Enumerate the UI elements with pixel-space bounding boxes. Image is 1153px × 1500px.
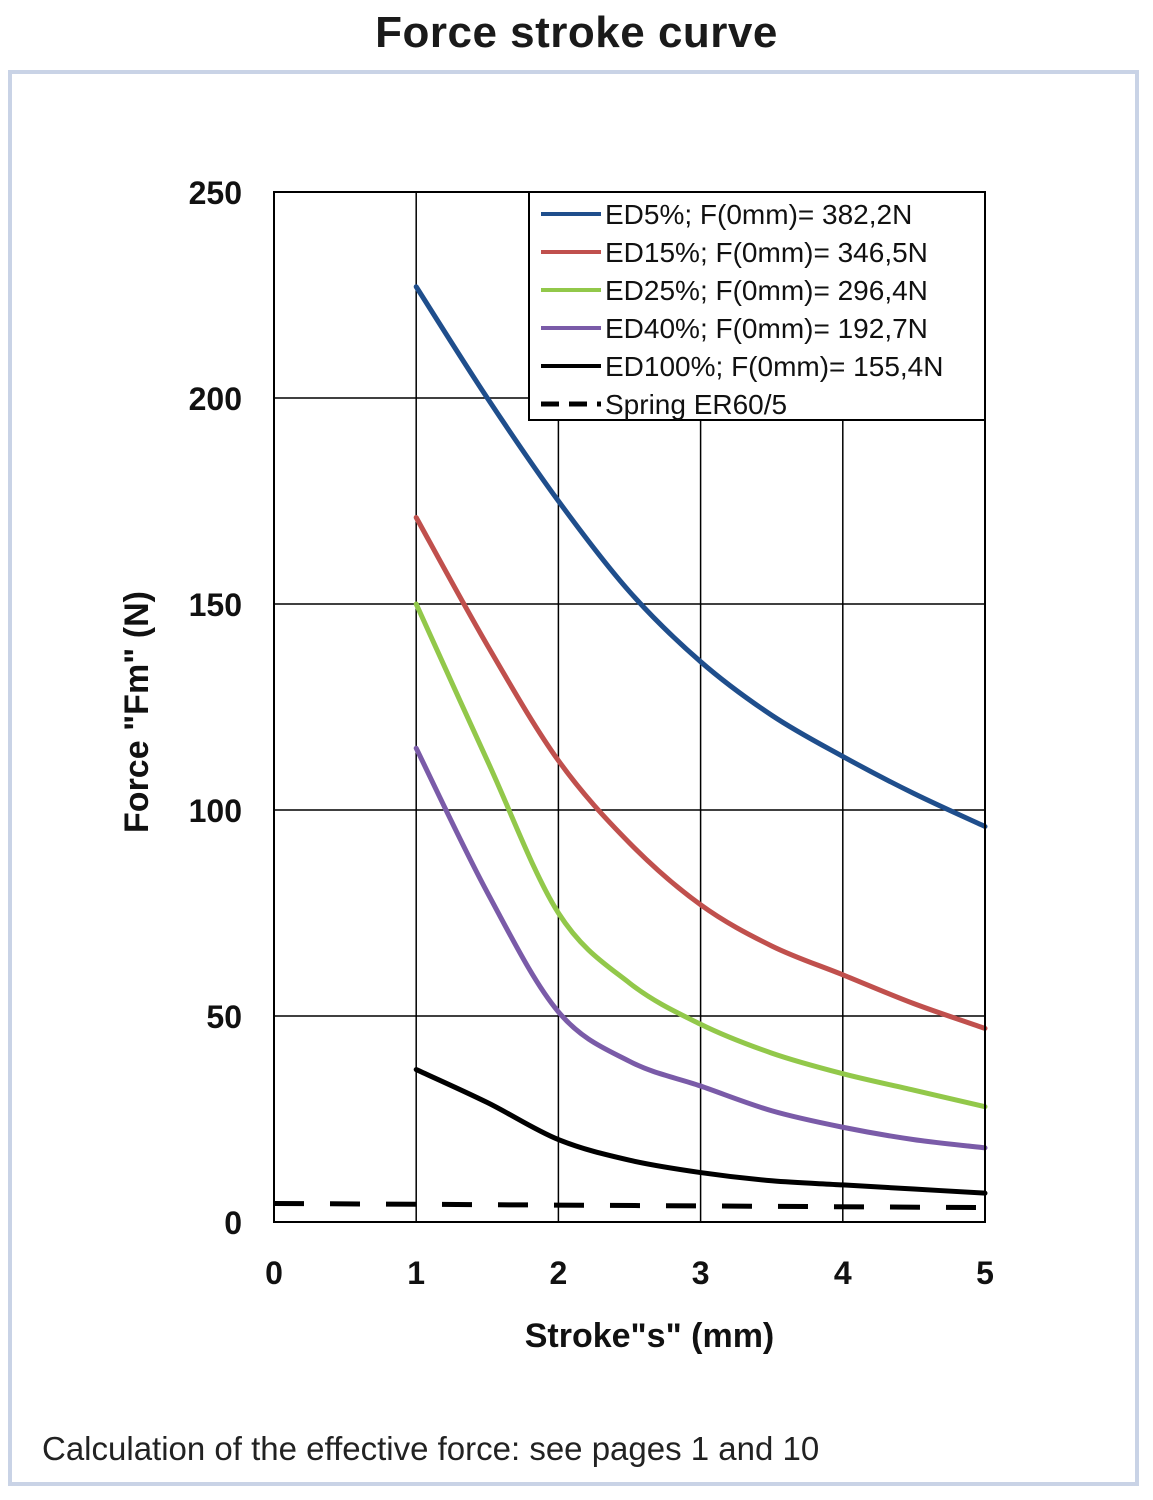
x-tick-label: 4 bbox=[834, 1255, 852, 1291]
legend-label: Spring ER60/5 bbox=[605, 389, 787, 420]
y-axis-title: Force "Fm" (N) bbox=[118, 591, 156, 833]
series-layer bbox=[273, 284, 988, 1211]
y-tick-label: 200 bbox=[189, 381, 242, 417]
legend-label: ED5%; F(0mm)= 382,2N bbox=[605, 199, 912, 230]
x-tick-label: 5 bbox=[976, 1255, 994, 1291]
y-tick-label: 250 bbox=[189, 175, 242, 211]
y-tick-label: 0 bbox=[224, 1205, 242, 1241]
x-tick-label: 1 bbox=[407, 1255, 425, 1291]
y-tick-label: 50 bbox=[206, 999, 242, 1035]
legend: ED5%; F(0mm)= 382,2N ED15%; F(0mm)= 346,5… bbox=[528, 191, 986, 421]
series-line-2 bbox=[413, 514, 988, 1031]
legend-box bbox=[528, 191, 986, 421]
x-tick-label: 2 bbox=[550, 1255, 568, 1291]
series-line-6 bbox=[273, 1200, 986, 1211]
y-tick-label: 100 bbox=[189, 793, 242, 829]
chart-title: Force stroke curve bbox=[375, 8, 778, 57]
y-tick-label: 150 bbox=[189, 587, 242, 623]
legend-label: ED25%; F(0mm)= 296,4N bbox=[605, 275, 928, 306]
x-axis-title: Stroke"s" (mm) bbox=[525, 1317, 775, 1355]
legend-label: ED15%; F(0mm)= 346,5N bbox=[605, 237, 928, 268]
chart-frame bbox=[8, 70, 1139, 1486]
x-tick-label: 0 bbox=[265, 1255, 283, 1291]
series-line-5 bbox=[413, 1067, 988, 1196]
series-line-4 bbox=[413, 745, 988, 1151]
legend-label: ED40%; F(0mm)= 192,7N bbox=[605, 313, 928, 344]
x-tick-label: 3 bbox=[692, 1255, 710, 1291]
series-line-1 bbox=[413, 284, 988, 829]
footnote: Calculation of the effective force: see … bbox=[42, 1430, 820, 1467]
series-line-3 bbox=[413, 601, 988, 1110]
legend-label: ED100%; F(0mm)= 155,4N bbox=[605, 351, 943, 382]
